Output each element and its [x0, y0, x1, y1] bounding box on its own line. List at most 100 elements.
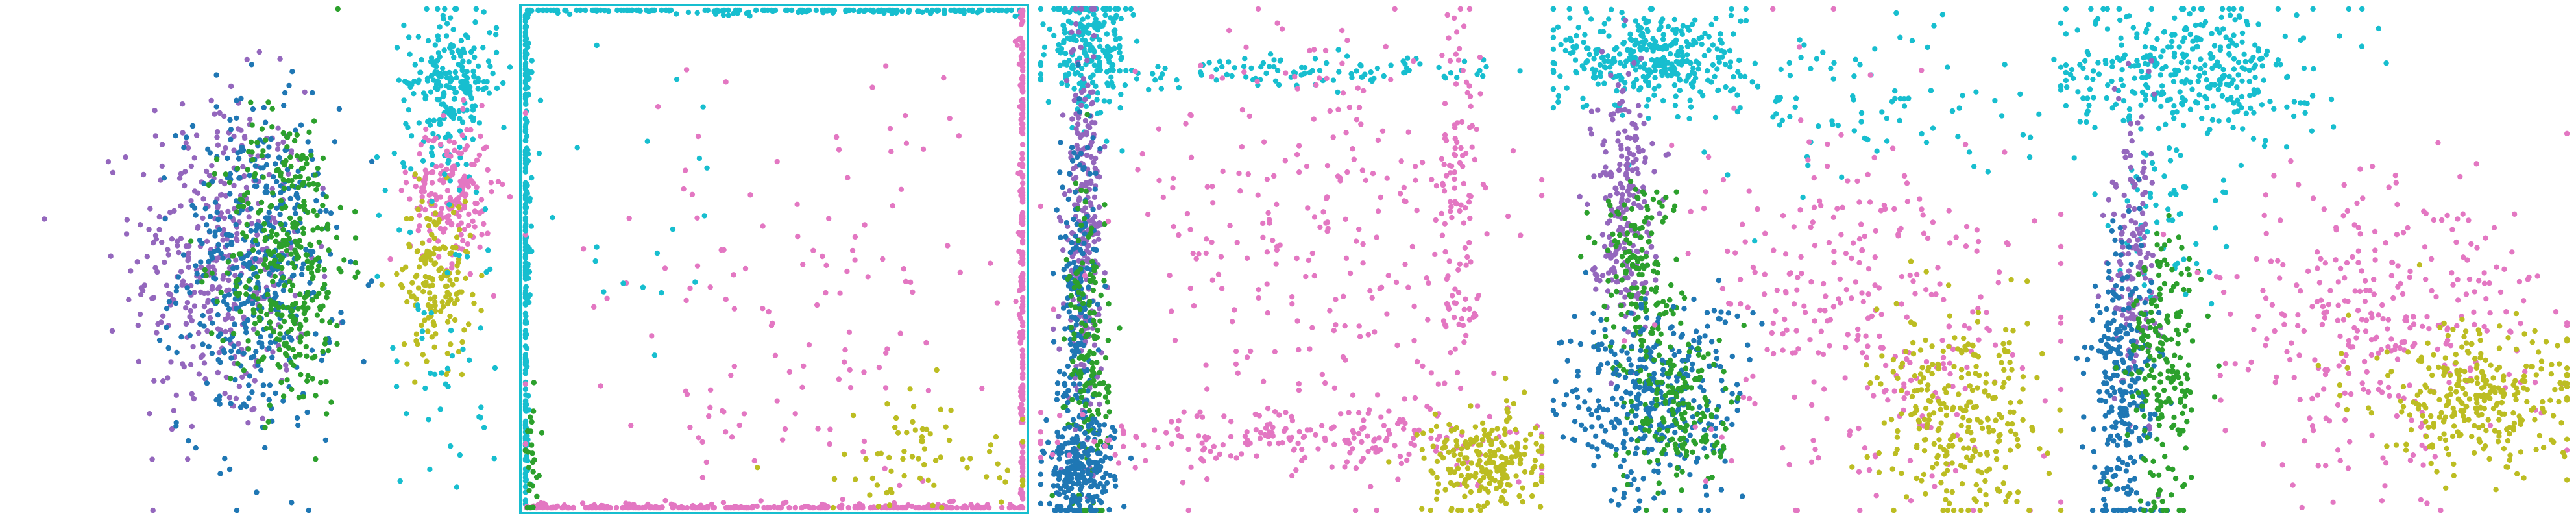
scatter-point-olive — [1482, 432, 1488, 438]
scatter-point-green — [288, 359, 294, 365]
scatter-point-blue — [1077, 486, 1084, 493]
scatter-point-green — [1077, 306, 1083, 312]
scatter-point-purple — [205, 297, 211, 304]
scatter-point-blue — [241, 351, 247, 356]
scatter-point-pink — [1169, 441, 1175, 447]
scatter-point-cyan — [1564, 85, 1570, 91]
scatter-point-pink — [1359, 426, 1365, 432]
scatter-point-purple — [189, 317, 195, 324]
scatter-point-green — [282, 282, 287, 288]
scatter-point-blue — [197, 321, 203, 327]
scatter-point-cyan — [887, 7, 893, 14]
scatter-point-cyan — [1078, 21, 1084, 28]
scatter-point-pink — [1274, 201, 1280, 207]
scatter-point-purple — [1078, 89, 1085, 95]
scatter-point-pink — [772, 352, 779, 358]
scatter-point-cyan — [712, 11, 719, 17]
scatter-point-cyan — [1102, 12, 1108, 18]
scatter-point-green — [239, 197, 246, 204]
scatter-point-blue — [1073, 460, 1078, 465]
scatter-point-olive — [1483, 467, 1489, 473]
scatter-point-blue — [204, 222, 210, 228]
scatter-point-pink — [1365, 332, 1371, 338]
scatter-point-olive — [450, 209, 457, 216]
scatter-point-cyan — [770, 8, 776, 14]
scatter-point-green — [277, 331, 283, 337]
scatter-point-olive — [921, 446, 928, 452]
scatter-point-cyan — [1045, 99, 1052, 105]
scatter-point-olive — [459, 371, 465, 378]
scatter-point-pink — [477, 244, 483, 250]
scatter-point-purple — [280, 139, 286, 145]
scatter-point-green — [301, 199, 307, 204]
scatter-point-olive — [428, 251, 433, 258]
scatter-point-green — [259, 153, 265, 159]
scatter-point-pink — [758, 498, 764, 504]
scatter-point-pink — [766, 308, 772, 315]
scatter-point-cyan — [1729, 6, 1734, 12]
scatter-point-olive — [875, 451, 881, 457]
scatter-point-pink — [1484, 231, 1490, 237]
scatter-point-pink — [1463, 205, 1468, 211]
scatter-point-pink — [1426, 280, 1431, 286]
scatter-point-pink — [1459, 119, 1465, 125]
scatter-point-pink — [916, 504, 921, 511]
scatter-point-purple — [250, 326, 257, 332]
scatter-point-pink — [1344, 459, 1350, 465]
scatter-point-green — [310, 227, 316, 233]
scatter-point-olive — [437, 308, 444, 314]
scatter-point-cyan — [522, 310, 529, 316]
scatter-point-green — [213, 156, 220, 162]
scatter-point-olive — [1529, 469, 1535, 475]
scatter-point-purple — [110, 169, 116, 175]
scatter-point-pink — [883, 63, 889, 69]
scatter-point-pink — [736, 422, 742, 428]
scatter-point-cyan — [457, 116, 463, 121]
scatter-point-cyan — [441, 47, 447, 53]
scatter-point-purple — [208, 97, 214, 104]
scatter-point-blue — [1111, 435, 1117, 441]
scatter-point-blue — [1038, 482, 1044, 487]
scatter-point-pink — [446, 218, 453, 224]
scatter-point-purple — [236, 341, 241, 347]
scatter-point-cyan — [408, 166, 414, 172]
scatter-point-cyan — [829, 7, 835, 14]
scatter-point-blue — [284, 167, 291, 173]
scatter-point-pink — [1176, 232, 1182, 238]
scatter-point-blue — [226, 466, 233, 473]
scatter-point-blue — [273, 293, 279, 299]
scatter-point-pink — [472, 224, 478, 230]
scatter-point-cyan — [985, 7, 991, 14]
scatter-point-olive — [1490, 460, 1496, 466]
scatter-point-blue — [323, 208, 329, 214]
scatter-point-olive — [409, 293, 415, 300]
scatter-point-green — [1061, 336, 1067, 342]
scatter-point-cyan — [416, 77, 422, 83]
scatter-point-green — [315, 225, 321, 231]
scatter-point-cyan — [428, 73, 435, 79]
scatter-point-olive — [1501, 467, 1507, 473]
scatter-point-cyan — [460, 58, 466, 64]
scatter-point-pink — [1463, 262, 1469, 268]
scatter-point-purple — [182, 169, 188, 175]
scatter-point-olive — [1002, 479, 1008, 485]
scatter-point-pink — [1457, 385, 1464, 391]
scatter-point-pink — [1019, 197, 1026, 203]
scatter-point-pink — [1365, 433, 1370, 439]
scatter-point-green — [230, 330, 237, 337]
scatter-point-blue — [174, 284, 180, 290]
scatter-point-green — [311, 208, 317, 214]
scatter-point-purple — [233, 395, 239, 401]
scatter-point-olive — [394, 271, 400, 277]
scatter-point-pink — [464, 127, 470, 133]
scatter-point-pink — [1341, 293, 1346, 299]
scatter-point-cyan — [929, 7, 935, 14]
scatter-point-olive — [1476, 442, 1482, 448]
scatter-point-pink — [1243, 440, 1248, 446]
scatter-point-green — [308, 270, 315, 276]
scatter-point-olive — [1446, 449, 1452, 455]
scatter-point-blue — [1062, 326, 1068, 332]
scatter-point-pink — [449, 265, 455, 271]
scatter-point-pink — [1358, 121, 1364, 127]
scatter-point-pink — [472, 209, 478, 215]
